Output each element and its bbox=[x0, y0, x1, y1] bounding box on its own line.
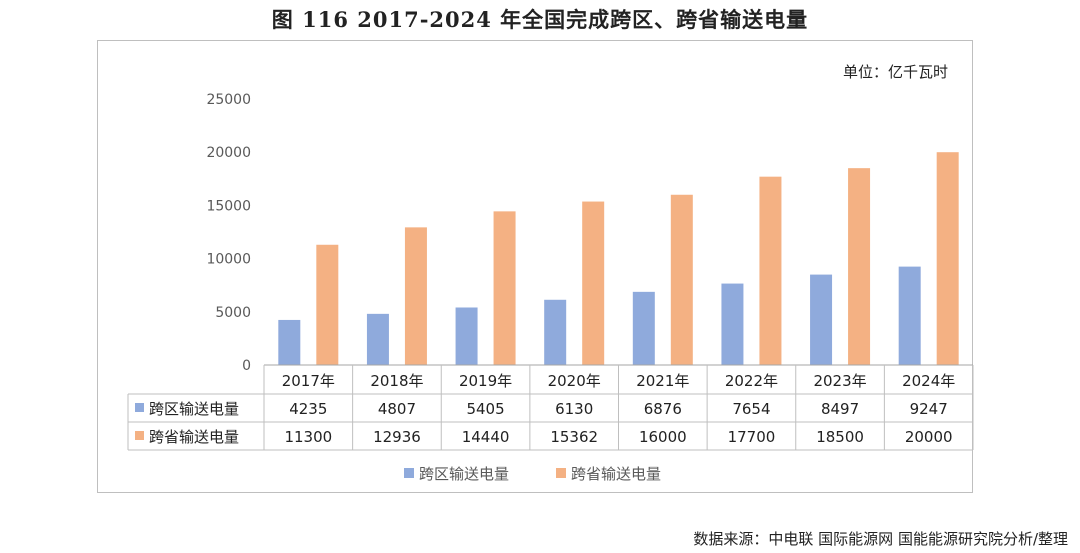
bar-1 bbox=[632, 291, 655, 365]
data-label: 15362 bbox=[550, 428, 598, 446]
legend-label: 跨区输送电量 bbox=[419, 465, 509, 483]
data-label: 20000 bbox=[905, 428, 953, 446]
bar-1 bbox=[455, 307, 478, 365]
chart-frame: 单位：亿千瓦时 0 5000 10000 15000 20000 25000 2017年 201… bbox=[97, 40, 974, 493]
data-label: 6130 bbox=[555, 400, 593, 418]
x-tick-label: 2017年 bbox=[282, 372, 335, 390]
data-label: 11300 bbox=[284, 428, 332, 446]
table-legend-swatch bbox=[135, 431, 144, 440]
x-tick-label: 2020年 bbox=[548, 372, 601, 390]
data-label: 5405 bbox=[466, 400, 504, 418]
bar-1 bbox=[810, 274, 833, 365]
data-label: 16000 bbox=[639, 428, 687, 446]
x-tick-label: 2021年 bbox=[636, 372, 689, 390]
bar-1 bbox=[721, 283, 744, 365]
data-label: 8497 bbox=[821, 400, 859, 418]
data-label: 18500 bbox=[816, 428, 864, 446]
bar-2 bbox=[316, 244, 339, 365]
x-tick-label: 2022年 bbox=[725, 372, 778, 390]
x-tick-label: 2019年 bbox=[459, 372, 512, 390]
data-label: 14440 bbox=[462, 428, 510, 446]
legend-swatch bbox=[556, 468, 566, 478]
bar-2 bbox=[493, 211, 516, 365]
y-tick-label: 5000 bbox=[215, 305, 251, 321]
source-note: 数据来源：中电联 国际能源网 国能能源研究院分析/整理 bbox=[693, 530, 1068, 548]
bar-2 bbox=[582, 201, 605, 365]
data-label: 17700 bbox=[728, 428, 776, 446]
chart-title: 图 116 2017-2024 年全国完成跨区、跨省输送电量 bbox=[271, 7, 809, 32]
data-label: 7654 bbox=[732, 400, 770, 418]
data-label: 4807 bbox=[378, 400, 416, 418]
bar-1 bbox=[278, 319, 301, 365]
x-tick-label: 2018年 bbox=[370, 372, 423, 390]
table-series-label: 跨省输送电量 bbox=[149, 428, 239, 446]
legend-swatch bbox=[404, 468, 414, 478]
data-label: 9247 bbox=[910, 400, 948, 418]
data-label: 4235 bbox=[289, 400, 327, 418]
bar-2 bbox=[936, 152, 959, 365]
bar-1 bbox=[544, 299, 567, 365]
y-tick-label: 10000 bbox=[206, 252, 251, 268]
y-tick-label: 20000 bbox=[206, 145, 251, 161]
bar-chart: 单位：亿千瓦时 0 5000 10000 15000 20000 25000 2017年 201… bbox=[127, 63, 974, 483]
table-series-label: 跨区输送电量 bbox=[149, 400, 239, 418]
bar-1 bbox=[366, 313, 389, 365]
bar-1 bbox=[898, 266, 921, 365]
bar-2 bbox=[404, 227, 427, 365]
y-tick-label: 15000 bbox=[206, 198, 251, 214]
x-tick-label: 2024年 bbox=[902, 372, 955, 390]
bar-2 bbox=[670, 194, 693, 365]
data-label: 12936 bbox=[373, 428, 421, 446]
unit-label: 单位：亿千瓦时 bbox=[843, 63, 948, 81]
data-label: 6876 bbox=[644, 400, 682, 418]
y-tick-label: 0 bbox=[242, 358, 251, 374]
bar-2 bbox=[759, 176, 782, 365]
x-tick-label: 2023年 bbox=[813, 372, 866, 390]
legend-label: 跨省输送电量 bbox=[571, 465, 661, 483]
table-legend-swatch bbox=[135, 403, 144, 412]
y-tick-label: 25000 bbox=[206, 92, 251, 108]
bar-2 bbox=[848, 168, 871, 365]
